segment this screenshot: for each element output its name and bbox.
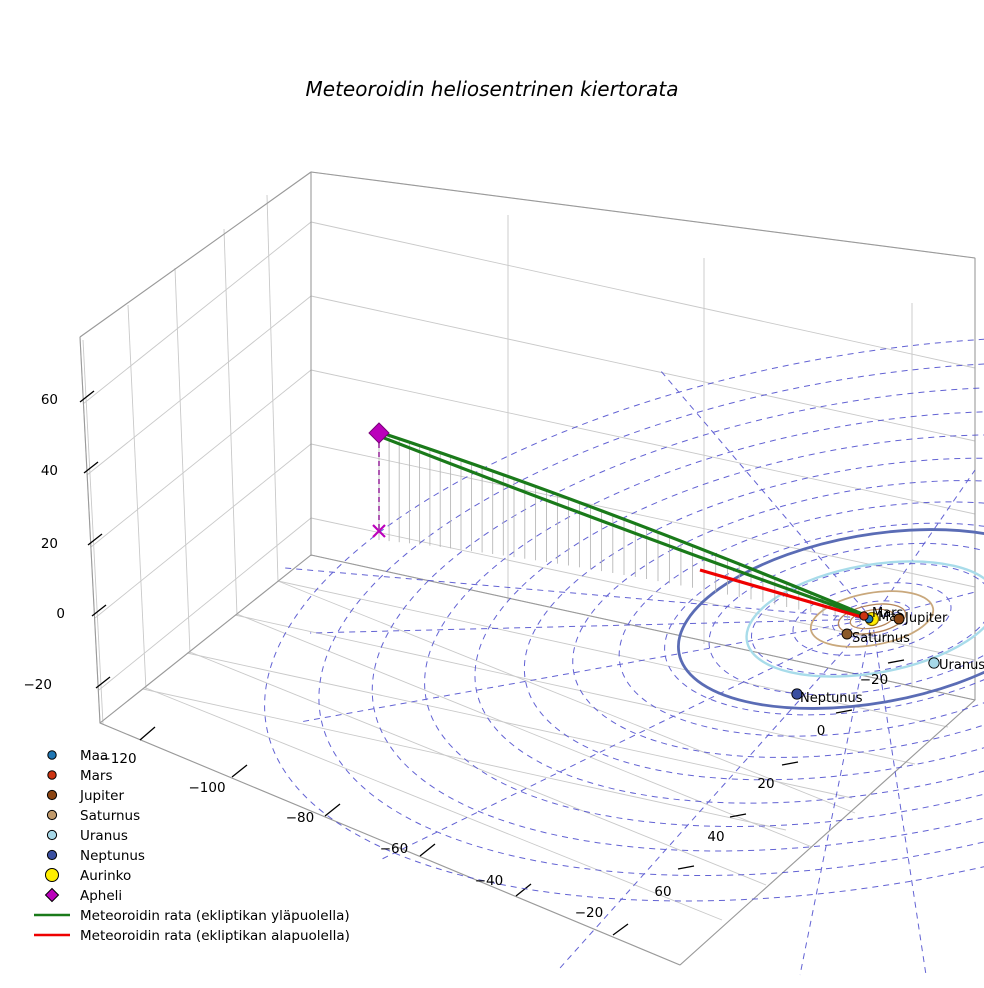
- legend-marker-jupiter: [46, 789, 58, 801]
- legend-label-8[interactable]: Meteoroidin rata (ekliptikan yläpuolella…: [80, 908, 350, 924]
- x-tick-label-4: −40: [475, 873, 504, 889]
- legend-marker-aurinko: [45, 868, 59, 882]
- legend-label-1[interactable]: Mars: [80, 768, 113, 784]
- aphelion-x-marker: [372, 524, 386, 538]
- top-right-edge: [310, 171, 976, 259]
- legend-marker-neptunus: [46, 849, 58, 861]
- planet-label-saturnus: Saturnus: [852, 631, 910, 646]
- legend-label-7[interactable]: Apheli: [80, 888, 122, 904]
- y-tick-label-1: 0: [817, 723, 826, 739]
- meteoroid-orbit-below: [699, 568, 873, 622]
- orbit-neptune: [677, 528, 984, 710]
- x-tick-label-3: −60: [380, 841, 409, 857]
- orbit-mars: [849, 608, 895, 630]
- z-tick-label-2: 20: [41, 536, 58, 552]
- y-axis-spine: [679, 699, 976, 966]
- planet-dot-jupiter: [893, 613, 905, 625]
- x-axis-spine: [99, 722, 681, 966]
- x-tick-label-0: −120: [99, 751, 136, 767]
- legend-label-2[interactable]: Jupiter: [79, 788, 124, 804]
- z-tick-label-4: −20: [24, 677, 53, 693]
- wall-gridlines: [82, 172, 976, 921]
- planet-label-uranus: Uranus: [939, 658, 984, 673]
- planet-dot-neptunus: [791, 688, 803, 700]
- z-tick-label-3: 0: [56, 606, 65, 622]
- orbit-saturn: [809, 590, 935, 648]
- aphelion-group: [368, 422, 390, 538]
- legend-label-4[interactable]: Uranus: [80, 828, 128, 844]
- floor-left-edge: [99, 554, 312, 724]
- x-axis-tick-labels: −120 −100 −80 −60 −40 −20: [99, 751, 603, 921]
- y-axis-tick-labels: −20 0 20 40 60: [654, 672, 888, 900]
- legend-marker-mars: [47, 770, 57, 780]
- z-axis-tick-labels: 60 40 20 0 −20: [24, 392, 66, 693]
- y-tick-label-2: 20: [757, 776, 774, 792]
- x-tick-label-2: −80: [286, 810, 315, 826]
- planet-dot-saturnus: [841, 628, 853, 640]
- legend[interactable]: Maa Mars Jupiter Saturnus Uranus Neptunus Auri…: [34, 748, 350, 944]
- planet-label-jupiter: Jupiter: [904, 611, 948, 626]
- orbit-green-inbound: [378, 434, 873, 621]
- planet-orbits: [677, 528, 984, 710]
- planet-dot-uranus: [928, 657, 940, 669]
- z-axis-ticks: [79, 390, 111, 689]
- legend-marker-uranus: [46, 829, 58, 841]
- planet-label-neptunus: Neptunus: [800, 691, 863, 706]
- legend-marker-apheli: [44, 887, 60, 903]
- z-axis-spine: [79, 336, 101, 724]
- plot-title: Meteoroidin heliosentrinen kiertorata: [306, 77, 679, 101]
- orbit-jupiter: [837, 603, 907, 635]
- legend-label-9[interactable]: Meteoroidin rata (ekliptikan alapuolella…: [80, 928, 350, 944]
- planet-dot-mars: [859, 611, 869, 621]
- orbit-uranus: [745, 560, 984, 678]
- z-tick-label-0: 60: [41, 392, 58, 408]
- orbit-green-outbound: [378, 430, 873, 620]
- y-axis-ticks: [677, 659, 905, 870]
- legend-label-0[interactable]: Maa: [80, 748, 108, 764]
- legend-marker-maa: [47, 750, 57, 760]
- y-tick-label-3: 40: [707, 829, 724, 845]
- x-axis-ticks: [139, 726, 629, 936]
- legend-marker-saturnus: [46, 809, 58, 821]
- aphelion-diamond-marker: [368, 422, 390, 444]
- top-left-edge: [79, 171, 312, 338]
- ecliptic-polar-grid: [264, 336, 984, 976]
- orbit-red-segment: [699, 568, 873, 622]
- z-tick-label-1: 40: [41, 463, 58, 479]
- x-tick-label-1: −100: [188, 780, 225, 796]
- meteoroid-orbit-above: [378, 430, 873, 621]
- legend-label-3[interactable]: Saturnus: [80, 808, 140, 824]
- legend-label-5[interactable]: Neptunus: [80, 848, 145, 864]
- y-tick-label-0: −20: [860, 672, 889, 688]
- y-tick-label-4: 60: [654, 884, 671, 900]
- x-tick-label-5: −20: [575, 905, 604, 921]
- legend-label-6[interactable]: Aurinko: [80, 868, 131, 884]
